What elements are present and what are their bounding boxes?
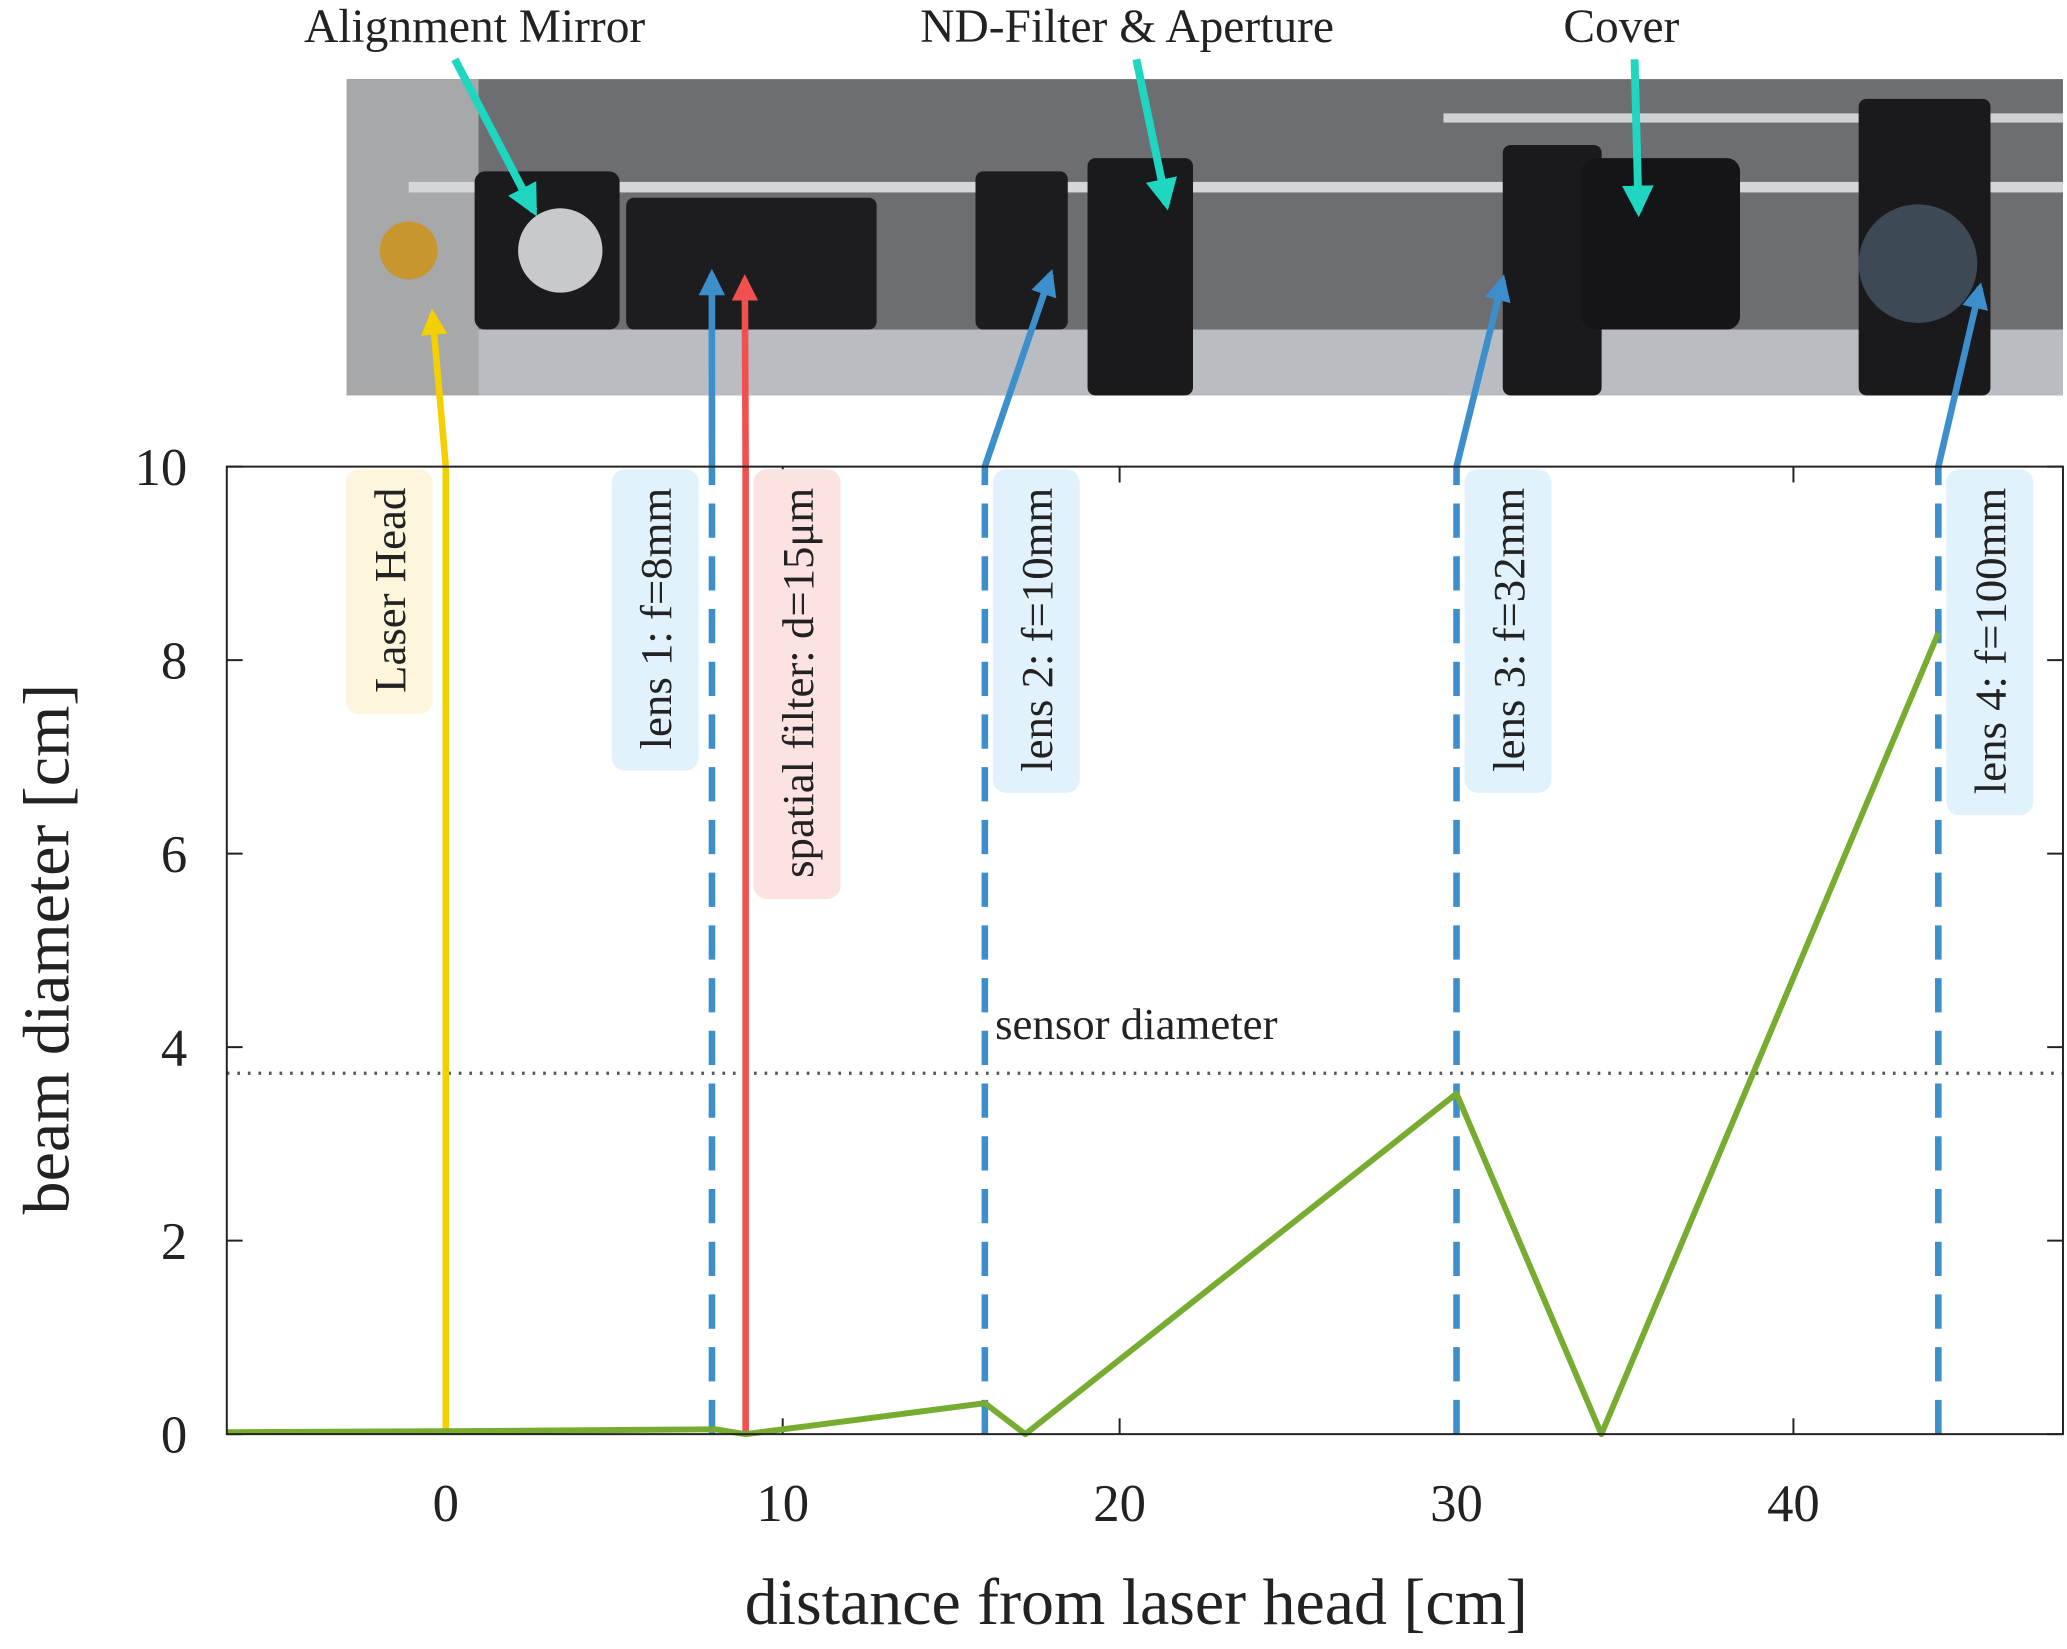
marker: lens 4: f=100mm <box>1935 282 2034 1435</box>
x-axis-label: distance from laser head [cm] <box>745 1566 1528 1639</box>
y-tick-label: 2 <box>161 1213 187 1271</box>
x-tick-label: 0 <box>433 1475 459 1533</box>
marker-arrow <box>1935 282 1988 468</box>
marker-label: lens 2: f=10mm <box>1012 488 1062 772</box>
marker-label: lens 3: f=32mm <box>1484 488 1534 772</box>
marker-arrow <box>981 269 1057 468</box>
reference-label: sensor diameter <box>995 999 1277 1049</box>
photo-label: ND-Filter & Aperture <box>920 1 1334 53</box>
x-tick-label: 30 <box>1430 1475 1483 1533</box>
marker-line <box>421 308 450 1435</box>
marker: lens 2: f=10mm <box>981 269 1080 1435</box>
y-tick-label: 0 <box>161 1407 187 1465</box>
x-tick-label: 10 <box>756 1475 809 1533</box>
photo-arrow <box>1622 59 1654 218</box>
marker: Laser Head <box>345 308 450 1435</box>
marker-label-box <box>1946 469 2034 816</box>
marker-label-box <box>611 469 699 771</box>
marker-arrow <box>1453 274 1511 468</box>
marker-label: lens 4: f=100mm <box>1966 488 2016 795</box>
marker-label: spatial filter: d=15μm <box>773 488 823 878</box>
marker-label: lens 1: f=8mm <box>631 488 681 750</box>
photo-arrow <box>1132 58 1177 211</box>
y-tick-label: 4 <box>161 1020 187 1078</box>
x-tick-label: 40 <box>1767 1475 1820 1533</box>
marker-line <box>731 274 759 1435</box>
photo-arrow <box>451 57 538 217</box>
photo-labels: Alignment Mirror ND-Filter & Aperture Co… <box>304 1 1680 218</box>
marker-label-box <box>1464 469 1552 793</box>
data-line <box>226 631 1942 1438</box>
marker-label: Laser Head <box>365 488 415 693</box>
marker: lens 3: f=32mm <box>1453 274 1552 1435</box>
y-axis-label: beam diameter [cm] <box>11 684 84 1215</box>
y-tick-label: 6 <box>161 826 187 884</box>
plot-frame <box>225 465 2064 1436</box>
marker-label-box <box>753 469 841 899</box>
marker-label-box <box>992 469 1080 793</box>
photo-label: Cover <box>1563 1 1679 53</box>
marker: lens 1: f=8mm <box>611 268 726 1435</box>
x-tick-label: 20 <box>1093 1475 1146 1533</box>
y-tick-label: 10 <box>135 439 188 497</box>
photo-label: Alignment Mirror <box>304 1 645 53</box>
photo <box>346 79 2063 396</box>
marker-label-box <box>345 469 433 715</box>
y-tick-label: 8 <box>161 633 187 691</box>
marker: spatial filter: d=15μm <box>731 274 841 1435</box>
